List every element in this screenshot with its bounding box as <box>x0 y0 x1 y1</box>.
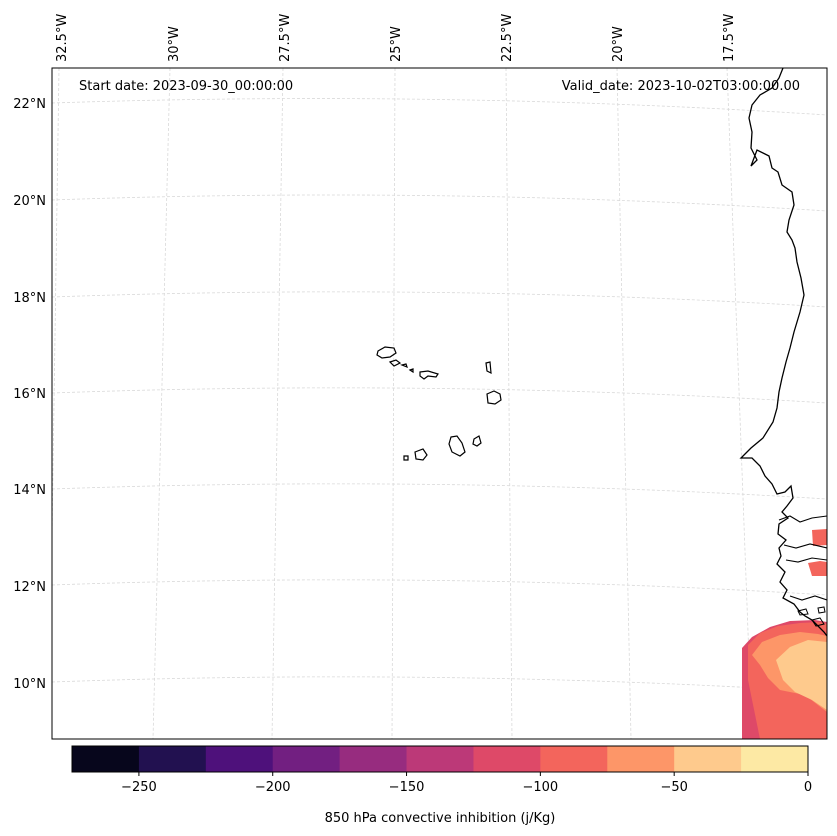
latitude-label: 20°N <box>13 194 46 209</box>
island-outline <box>817 606 826 614</box>
longitude-label: 17.5°W <box>722 14 737 62</box>
latitude-label: 16°N <box>13 387 46 402</box>
colorbar-tick-label: −250 <box>121 780 157 795</box>
island-outline <box>376 346 397 359</box>
colorbar: −250 −200 −150 −100 −50 0 850 hPa convective … <box>71 745 812 826</box>
meridian-gridline <box>616 68 632 739</box>
colorbar-swatch <box>205 746 274 772</box>
map-border <box>51 67 828 740</box>
estuary-coastline <box>778 515 827 523</box>
colorbar-tick-label: 0 <box>804 780 812 795</box>
colorbar-swatch <box>72 746 140 772</box>
colorbar-tick-label: −50 <box>660 780 687 795</box>
colorbar-border <box>71 745 809 773</box>
meridian-gridline <box>152 68 171 739</box>
colorbar-tick-label: −150 <box>389 780 425 795</box>
latitude-label: 18°N <box>13 291 46 306</box>
island-outline <box>419 370 439 380</box>
longitude-label: 27.5°W <box>278 14 293 62</box>
map-frame <box>52 68 827 739</box>
colorbar-swatch <box>674 746 742 772</box>
estuary-coastline <box>783 543 827 549</box>
colorbar-swatch <box>138 746 207 772</box>
colorbar-swatch <box>339 746 408 772</box>
island-outline <box>485 361 492 375</box>
longitude-label: 20°W <box>611 26 626 62</box>
parallel-gridline <box>52 98 827 116</box>
latitude-label: 10°N <box>13 677 46 692</box>
meridian-gridline <box>391 68 396 739</box>
island-outline <box>797 608 809 616</box>
valid-date-annotation: Valid_date: 2023-10-02T03:00:00.00 <box>562 79 800 94</box>
colorbar-swatch <box>607 746 675 772</box>
island-outline <box>400 363 408 369</box>
colorbar-swatch <box>473 746 541 772</box>
island-outline <box>472 435 482 447</box>
colorbar-tick-label: −100 <box>523 780 559 795</box>
colorbar-tick-label: −200 <box>255 780 291 795</box>
cin-contour-fill <box>812 529 827 546</box>
parallel-gridline <box>52 676 827 693</box>
colorbar-swatch <box>406 746 474 772</box>
longitude-label: 22.5°W <box>500 14 515 62</box>
longitude-label: 25°W <box>389 26 404 62</box>
latitude-label: 14°N <box>13 483 46 498</box>
latitude-label: 22°N <box>13 97 46 112</box>
colorbar-swatch <box>540 746 608 772</box>
meridian-gridline <box>271 68 284 739</box>
meridian-gridline <box>505 68 513 739</box>
cin-filled-contours <box>742 529 827 739</box>
parallel-gridline <box>52 579 827 596</box>
island-outline <box>388 359 402 367</box>
island-outline <box>403 455 409 461</box>
cin-contour-fill <box>776 640 827 710</box>
island-outline <box>486 390 502 405</box>
estuary-coastline <box>785 557 827 563</box>
estuary-coastline <box>789 595 827 601</box>
island-outline <box>811 617 825 627</box>
start-date-annotation: Start date: 2023-09-30_00:00:00 <box>79 79 293 94</box>
meridian-gridline <box>726 68 753 739</box>
cin-contour-fill <box>808 561 827 576</box>
meridian-gridline <box>52 68 60 565</box>
longitude-label: 30°W <box>167 26 182 62</box>
parallel-gridline <box>52 387 827 404</box>
parallel-gridline <box>52 291 827 308</box>
cape-verde-islands <box>376 346 502 461</box>
africa-coastline <box>739 68 827 637</box>
longitude-label: 32.5°W <box>55 14 70 62</box>
island-outline <box>448 435 466 457</box>
latitude-label: 12°N <box>13 580 46 595</box>
island-outline <box>414 448 428 461</box>
colorbar-swatch <box>272 746 341 772</box>
colorbar-swatch <box>741 746 809 772</box>
parallel-gridline <box>52 483 827 500</box>
island-outline <box>408 368 414 374</box>
colorbar-label: 850 hPa convective inhibition (j/Kg) <box>325 811 556 826</box>
parallel-gridline <box>52 194 827 212</box>
